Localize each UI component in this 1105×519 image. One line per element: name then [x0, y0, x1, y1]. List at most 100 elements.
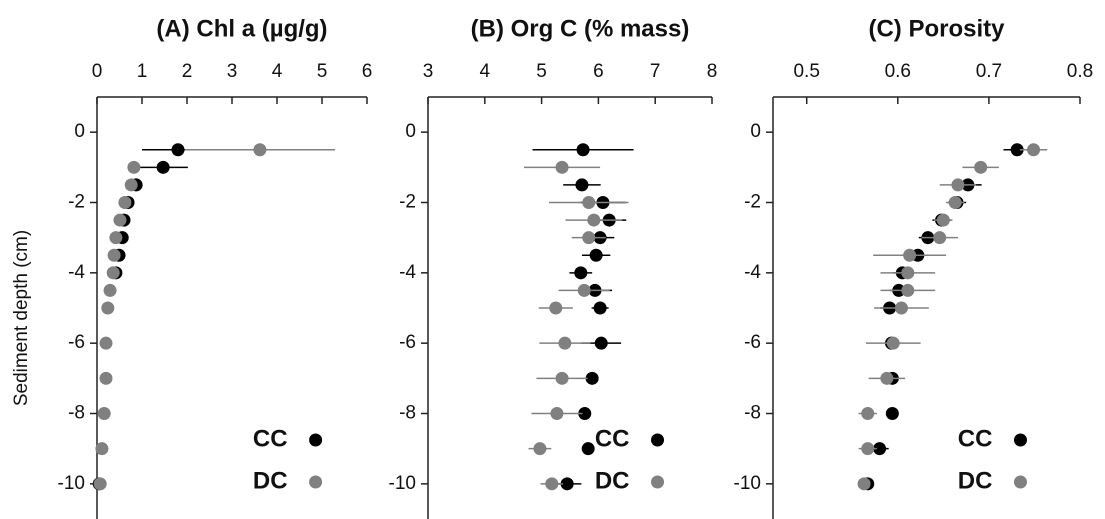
legend-marker [309, 433, 323, 447]
point [948, 196, 962, 209]
legend-label: CC [253, 425, 288, 452]
point [107, 248, 121, 262]
x-tick-label: 3 [423, 61, 434, 82]
point [533, 442, 547, 456]
x-tick-label: 1 [137, 61, 148, 82]
x-tick-label: 0.8 [1067, 61, 1093, 82]
x-tick-label: 8 [707, 61, 718, 82]
panel: (B) Org C (% mass) 3 4 5 6 7 8 0 -2 -4 -6 -8 -10 CC DC [389, 15, 718, 519]
point [582, 196, 596, 209]
point [127, 160, 141, 174]
point [118, 196, 132, 209]
point [901, 283, 915, 297]
point [555, 371, 569, 385]
y-tick-label: -2 [744, 192, 761, 213]
point [558, 336, 572, 350]
y-tick-label: -6 [744, 332, 761, 353]
point [560, 477, 574, 491]
point [93, 477, 107, 491]
panel-title: (B) Org C (% mass) [471, 15, 690, 42]
point [545, 477, 559, 491]
y-tick-label: -2 [68, 192, 85, 213]
point [585, 371, 599, 385]
point [576, 143, 590, 157]
point [578, 407, 592, 420]
point [99, 336, 113, 350]
point [106, 266, 120, 280]
x-tick-label: 2 [182, 61, 193, 82]
x-tick-label: 0.6 [885, 61, 911, 82]
point [574, 266, 588, 280]
y-tick-label: -8 [744, 403, 761, 424]
point [1027, 143, 1041, 157]
point [95, 442, 109, 456]
point [593, 301, 607, 315]
y-tick-label: -4 [399, 262, 416, 283]
point [156, 160, 170, 174]
y-tick-label: 0 [405, 121, 416, 142]
panel: (C) Porosity 0.5 0.6 0.7 0.8 0 -2 -4 -6 -8 -10 CC DC [734, 15, 1093, 519]
point [587, 213, 601, 227]
point [549, 301, 563, 315]
x-tick-label: 4 [480, 61, 491, 82]
point [99, 371, 113, 385]
y-tick-label: -8 [68, 403, 85, 424]
legend-marker [651, 475, 665, 489]
point [1010, 143, 1024, 157]
x-tick-label: 6 [362, 61, 373, 82]
point [113, 213, 127, 227]
point [581, 442, 595, 456]
y-tick-label: -10 [734, 473, 761, 494]
legend-label: DC [958, 467, 993, 494]
y-tick-label: -6 [399, 332, 416, 353]
point [880, 371, 894, 385]
legend-marker [1013, 475, 1027, 489]
point [555, 160, 569, 174]
point [861, 407, 875, 420]
point [951, 178, 965, 192]
point [857, 477, 871, 491]
y-tick-label: -4 [744, 262, 761, 283]
point [577, 283, 591, 297]
legend-label: CC [958, 425, 993, 452]
point [894, 301, 908, 315]
point [974, 160, 988, 174]
legend-label: DC [253, 467, 288, 494]
point [97, 407, 111, 420]
point [594, 336, 608, 350]
x-tick-label: 0.7 [976, 61, 1002, 82]
point [109, 231, 123, 245]
x-tick-label: 4 [272, 61, 283, 82]
y-tick-label: -10 [58, 473, 85, 494]
x-tick-label: 5 [317, 61, 328, 82]
legend-marker [1013, 433, 1027, 447]
x-tick-label: 0.5 [793, 61, 819, 82]
y-tick-label: 0 [750, 121, 761, 142]
point [901, 266, 915, 280]
point [171, 143, 185, 157]
y-tick-label: -6 [68, 332, 85, 353]
point [886, 336, 900, 350]
x-tick-label: 7 [650, 61, 661, 82]
y-tick-label: -8 [399, 403, 416, 424]
point [933, 231, 947, 245]
panel-title: (C) Porosity [868, 15, 1005, 42]
x-tick-label: 0 [92, 61, 103, 82]
panel: (A) Chl a (µg/g) 0 1 2 3 4 5 6 0 -2 -4 -6 -8 -10 Sedim… [11, 15, 372, 519]
point [124, 178, 138, 192]
point [575, 178, 589, 192]
point [582, 231, 596, 245]
point [885, 407, 899, 420]
point [550, 407, 564, 420]
y-axis-label: Sediment depth (cm) [11, 230, 32, 406]
point [253, 143, 267, 157]
legend-marker [651, 433, 665, 447]
y-tick-label: -2 [399, 192, 416, 213]
point [101, 301, 115, 315]
legend-label: CC [595, 425, 630, 452]
panel-title: (A) Chl a (µg/g) [156, 15, 327, 42]
point [861, 442, 875, 456]
point [103, 283, 117, 297]
legend-marker [309, 475, 323, 489]
